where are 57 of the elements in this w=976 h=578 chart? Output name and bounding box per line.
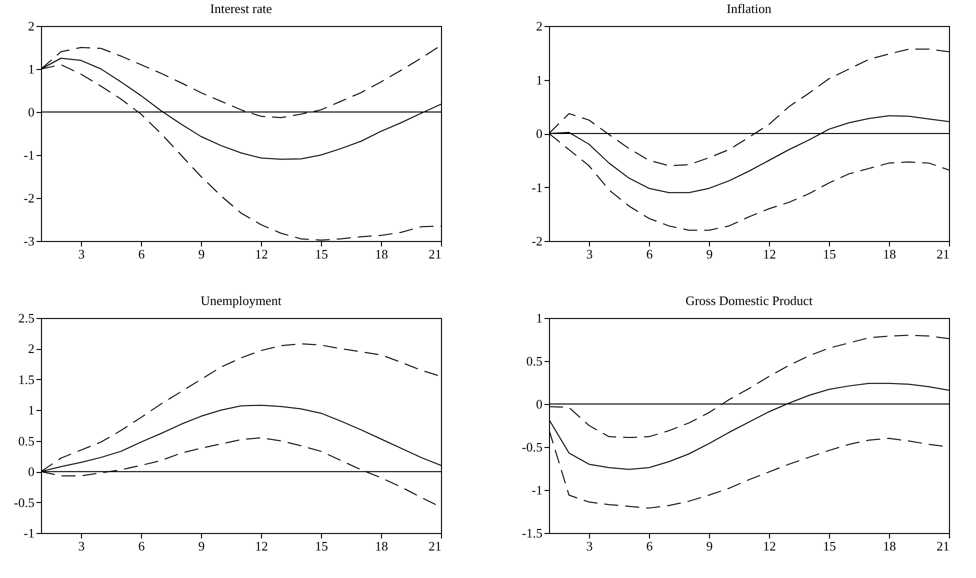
chart-title: Unemployment [200,293,282,308]
y-tick-label: -3 [24,234,34,248]
x-tick-label: 6 [646,246,654,262]
x-tick-label: 21 [936,538,950,554]
y-tick-label: -1 [24,148,34,162]
x-tick-label: 15 [823,246,836,262]
x-tick-label: 21 [428,246,442,262]
x-tick-label: 6 [646,538,654,554]
x-tick-label: 21 [936,246,950,262]
x-tick-label: 9 [706,246,713,262]
x-tick-label: 21 [428,538,442,554]
x-tick-label: 3 [78,538,85,554]
y-tick-label: -2 [532,234,542,248]
y-tick-label: -0.5 [522,440,542,454]
x-tick-label: 18 [883,538,896,554]
x-tick-label: 18 [375,538,388,554]
y-tick-label: 1 [28,62,34,76]
y-tick-label: -0.5 [14,494,34,510]
x-tick-label: 18 [883,246,896,262]
x-tick-label: 12 [763,538,776,554]
x-tick-label: 18 [375,246,388,262]
x-tick-label: 15 [315,246,328,262]
x-tick-label: 9 [706,538,713,554]
y-tick-label: 0 [536,126,542,141]
y-tick-label: 1 [536,310,542,326]
x-tick-label: 12 [763,246,776,262]
y-tick-label: 2 [536,18,542,34]
x-tick-label: 6 [138,538,146,554]
y-tick-label: -1 [532,180,542,195]
x-tick-label: 3 [586,246,593,262]
x-tick-label: 9 [198,246,205,262]
x-tick-label: 9 [198,538,205,554]
chart-title: Gross Domestic Product [685,293,813,308]
y-tick-label: 2 [28,341,34,356]
chart-title: Interest rate [210,1,272,16]
y-tick-label: 1 [28,402,34,418]
x-tick-label: 6 [138,246,146,262]
y-tick-label: 0.5 [18,433,34,448]
y-tick-label: 1 [536,72,542,88]
x-tick-label: 3 [586,538,593,554]
y-tick-label: 2 [28,18,34,34]
y-tick-label: 0 [536,396,542,412]
y-tick-label: 0 [28,464,34,480]
x-tick-label: 3 [78,246,85,262]
y-tick-label: -2 [24,190,34,206]
y-tick-label: 0 [28,104,34,120]
x-tick-label: 15 [823,538,836,554]
y-tick-label: 1.5 [18,372,34,387]
x-tick-label: 15 [315,538,328,554]
y-tick-label: 2.5 [18,310,34,326]
x-tick-label: 12 [255,246,268,262]
y-tick-label: -1.5 [522,526,542,540]
y-tick-label: -1 [532,482,542,498]
y-tick-label: 0.5 [526,354,542,368]
chart-title: Inflation [726,1,772,16]
x-tick-label: 12 [255,538,268,554]
y-tick-label: -1 [24,526,34,540]
